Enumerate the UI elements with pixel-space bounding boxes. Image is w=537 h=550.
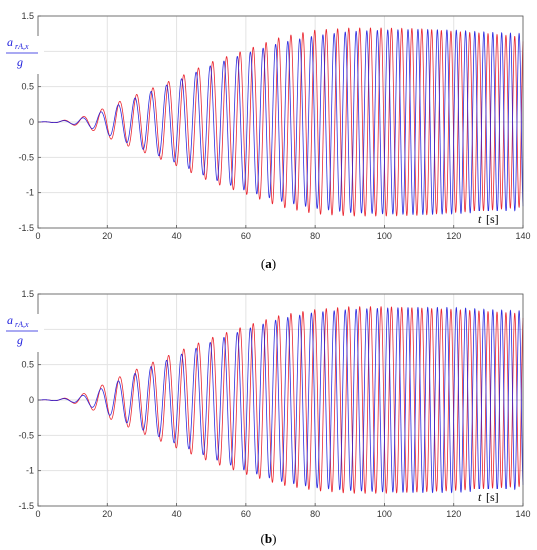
x-label-variable: t xyxy=(478,212,482,226)
x-tick-label: 0 xyxy=(35,509,40,519)
x-axis-label: t [s] xyxy=(474,211,508,226)
y-tick-label: 0.5 xyxy=(21,360,34,370)
y-tick-label: 0 xyxy=(29,395,34,405)
x-tick-label: 140 xyxy=(515,509,530,519)
y-axis-label: a rA,x g xyxy=(4,313,44,352)
y-tick-label: -1.5 xyxy=(18,501,34,511)
series-line-blue xyxy=(38,28,524,216)
y-label-subscript: rA,x xyxy=(15,42,29,51)
y-tick-label: 0 xyxy=(29,117,34,127)
y-label-subscript: rA,x xyxy=(15,320,29,329)
y-label-numerator: a xyxy=(7,313,13,327)
x-tick-label: 40 xyxy=(172,231,182,241)
x-tick-label: 0 xyxy=(35,231,40,241)
x-tick-label: 20 xyxy=(102,509,112,519)
series-line-blue xyxy=(38,306,524,494)
x-tick-label: 60 xyxy=(241,231,251,241)
y-tick-label: -1.5 xyxy=(18,223,34,233)
y-tick-label: -0.5 xyxy=(18,152,34,162)
x-tick-label: 80 xyxy=(310,509,320,519)
x-tick-label: 120 xyxy=(446,231,461,241)
y-label-denominator: g xyxy=(17,55,23,69)
caption-a: (a) xyxy=(260,256,277,271)
y-label-numerator: a xyxy=(7,35,13,49)
x-tick-label: 100 xyxy=(377,231,392,241)
y-tick-label: 0.5 xyxy=(21,82,34,92)
x-label-variable: t xyxy=(478,490,482,504)
x-tick-label: 40 xyxy=(172,509,182,519)
chart-a: 0204060801001201401.510.50-0.5-1-1.5arA,… xyxy=(4,11,531,241)
chart-panel-b: 0204060801001201401.510.50-0.5-1-1.5arA,… xyxy=(0,278,537,540)
x-axis-label: t [s] xyxy=(474,489,508,504)
chart-b: 0204060801001201401.510.50-0.5-1-1.5arA,… xyxy=(4,289,531,519)
x-label-unit: [s] xyxy=(486,490,499,504)
y-tick-label: -1 xyxy=(26,188,34,198)
series-line-red xyxy=(38,27,524,217)
x-tick-label: 60 xyxy=(241,509,251,519)
y-tick-label: 1.5 xyxy=(21,11,34,21)
x-tick-label: 20 xyxy=(102,231,112,241)
x-tick-label: 120 xyxy=(446,509,461,519)
x-tick-label: 100 xyxy=(377,509,392,519)
x-tick-label: 80 xyxy=(310,231,320,241)
series-line-red xyxy=(38,306,524,494)
caption-b: (b) xyxy=(260,531,277,546)
x-tick-label: 140 xyxy=(515,231,530,241)
x-label-unit: [s] xyxy=(486,212,499,226)
y-label-denominator: g xyxy=(17,333,23,347)
y-axis-label: a rA,x g xyxy=(4,35,44,74)
chart-panel-a: 0204060801001201401.510.50-0.5-1-1.5arA,… xyxy=(0,0,537,262)
y-tick-label: -0.5 xyxy=(18,430,34,440)
y-tick-label: 1.5 xyxy=(21,289,34,299)
y-tick-label: -1 xyxy=(26,466,34,476)
